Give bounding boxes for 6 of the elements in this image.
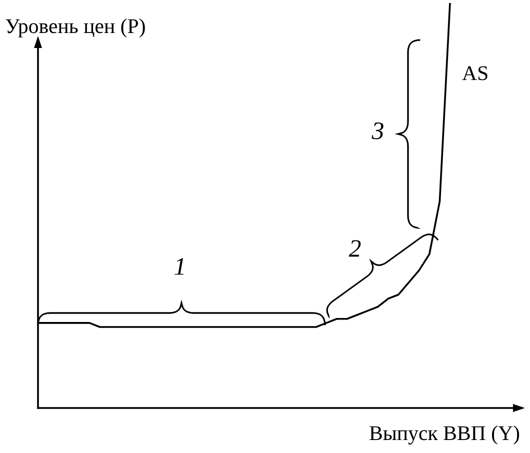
annotation: 3 <box>372 122 384 140</box>
x-axis-title: Выпуск ВВП (Y) <box>370 426 520 444</box>
series-label: AS <box>462 66 488 80</box>
annotation: 2 <box>348 240 361 257</box>
y-axis-title: Уровень цен (P) <box>6 18 145 38</box>
annotation: 1 <box>174 258 184 275</box>
